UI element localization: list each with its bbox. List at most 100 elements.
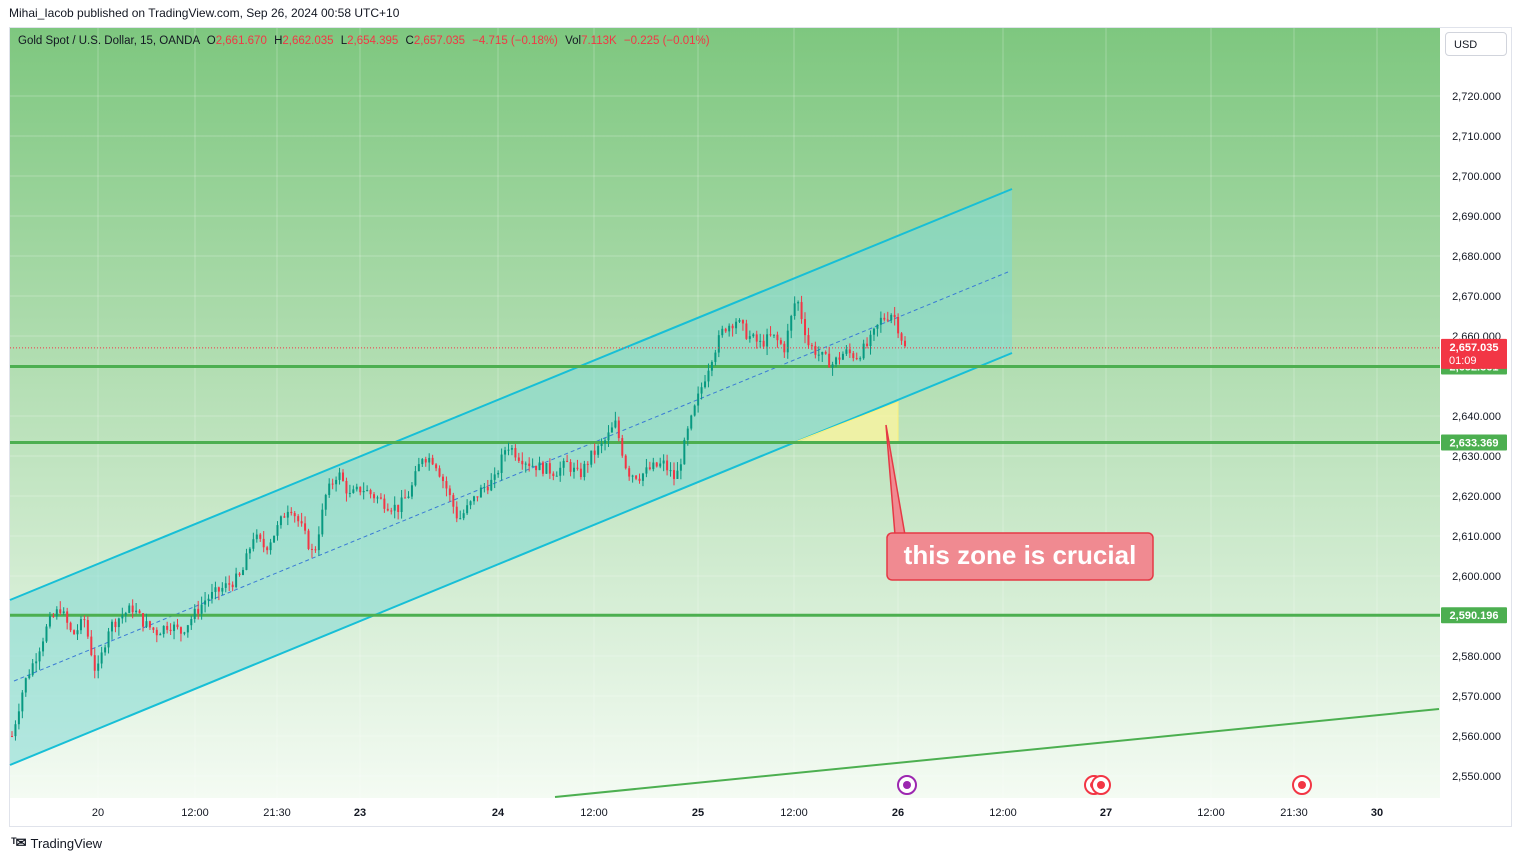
candle-body — [531, 465, 534, 467]
candle-body — [21, 692, 24, 712]
y-tick-label: 2,600.000 — [1452, 571, 1501, 583]
candle-body — [117, 618, 120, 628]
legend-vol-label: Vol — [565, 35, 582, 47]
candle-body — [862, 343, 865, 359]
candle-body — [659, 463, 662, 467]
x-axis: 20 12:00 21:30 23 24 12:00 25 12:00 26 12:00 27 12:… — [92, 807, 1383, 819]
candle-body — [324, 494, 327, 510]
candle-body — [593, 450, 596, 455]
candle-body — [42, 641, 45, 652]
candle-body — [848, 349, 851, 354]
candle-body — [166, 625, 169, 630]
candle-body — [245, 553, 248, 570]
candle-body — [573, 467, 576, 472]
candle-body — [735, 321, 738, 329]
level-price-label: 2,590.196 — [1450, 610, 1499, 622]
candle-body — [897, 316, 900, 334]
candle-body — [255, 534, 258, 540]
candle-body — [114, 621, 117, 628]
candle-body — [586, 463, 589, 465]
channel-lower-line — [9, 352, 1013, 766]
candle-body — [417, 464, 420, 472]
candle-body — [335, 479, 338, 485]
candle-body — [666, 460, 669, 471]
candle-body — [424, 459, 427, 463]
candle-body — [421, 459, 424, 465]
candle-body — [235, 573, 238, 588]
candle-body — [441, 476, 444, 482]
candle-body — [242, 569, 245, 576]
candle-body — [852, 353, 855, 359]
level-price-label: 2,633.369 — [1450, 438, 1499, 450]
candle-body — [466, 505, 469, 514]
candle-body — [135, 610, 138, 613]
candle-body — [445, 481, 448, 489]
candle-body — [262, 538, 265, 548]
channel-upper-line — [9, 188, 1013, 601]
candle-body — [893, 314, 896, 317]
candle-body — [597, 446, 600, 455]
candle-body — [600, 443, 603, 447]
annotation-callout[interactable]: this zone is crucial — [885, 424, 1154, 581]
level-price-tag — [1441, 607, 1507, 624]
candle-body — [276, 525, 279, 536]
candle-body — [124, 612, 127, 616]
y-tick-label: 2,610.000 — [1452, 531, 1501, 543]
candle-body — [752, 334, 755, 337]
x-tick-label: 23 — [354, 807, 366, 819]
candle-body — [310, 548, 313, 550]
candle-body — [186, 625, 189, 633]
candle-body — [890, 314, 893, 321]
candle-body — [200, 604, 203, 614]
legend-high-label: H — [274, 35, 283, 47]
publisher-header: Mihai_Iacob published on TradingView.com… — [9, 6, 400, 20]
candle-body — [766, 334, 769, 347]
candle-body — [772, 334, 775, 336]
candle-body — [845, 349, 848, 354]
candle-body — [317, 534, 320, 551]
candle-body — [769, 334, 772, 336]
candle-body — [569, 462, 572, 472]
candle-body — [204, 600, 207, 605]
y-tick-label: 2,640.000 — [1452, 411, 1501, 423]
x-tick-label: 12:00 — [1197, 807, 1225, 819]
tradingview-logo-icon: ᵀ✉ — [11, 835, 27, 850]
candle-body — [517, 457, 520, 461]
currency-button[interactable]: USD — [1445, 32, 1507, 56]
candle-body — [886, 319, 889, 321]
candle-body — [576, 467, 579, 469]
candle-body — [73, 630, 76, 635]
candle-body — [152, 627, 155, 630]
candle-body — [683, 439, 686, 465]
candle-body — [224, 583, 227, 588]
event-dot-icon — [1298, 781, 1306, 789]
candle-body — [345, 480, 348, 494]
y-axis: 2,720.000 2,710.000 2,700.000 2,690.000 2,68… — [1441, 91, 1507, 783]
candle-body — [748, 336, 751, 339]
x-tick-label: 12:00 — [181, 807, 209, 819]
candle-body — [810, 345, 813, 347]
candle-body — [821, 351, 824, 355]
candle-body — [583, 463, 586, 478]
candle-body — [814, 345, 817, 355]
candle-body — [448, 488, 451, 496]
x-tick-label: 27 — [1100, 807, 1112, 819]
legend-vol-change: −0.225 (−0.01%) — [623, 35, 710, 47]
candle-body — [52, 615, 55, 617]
candle-body — [348, 492, 351, 494]
candle-body — [741, 320, 744, 324]
candle-body — [252, 539, 255, 549]
candle-body — [59, 609, 62, 614]
candle-body — [497, 472, 500, 475]
candle-body — [555, 475, 558, 477]
candle-body — [38, 651, 41, 662]
x-tick-label: 21:30 — [1280, 807, 1308, 819]
candle-body — [721, 328, 724, 336]
candle-body — [279, 516, 282, 526]
candle-body — [435, 464, 438, 469]
candle-body — [790, 315, 793, 331]
candle-body — [138, 610, 141, 614]
candle-body — [307, 530, 310, 549]
candle-body — [459, 518, 462, 520]
